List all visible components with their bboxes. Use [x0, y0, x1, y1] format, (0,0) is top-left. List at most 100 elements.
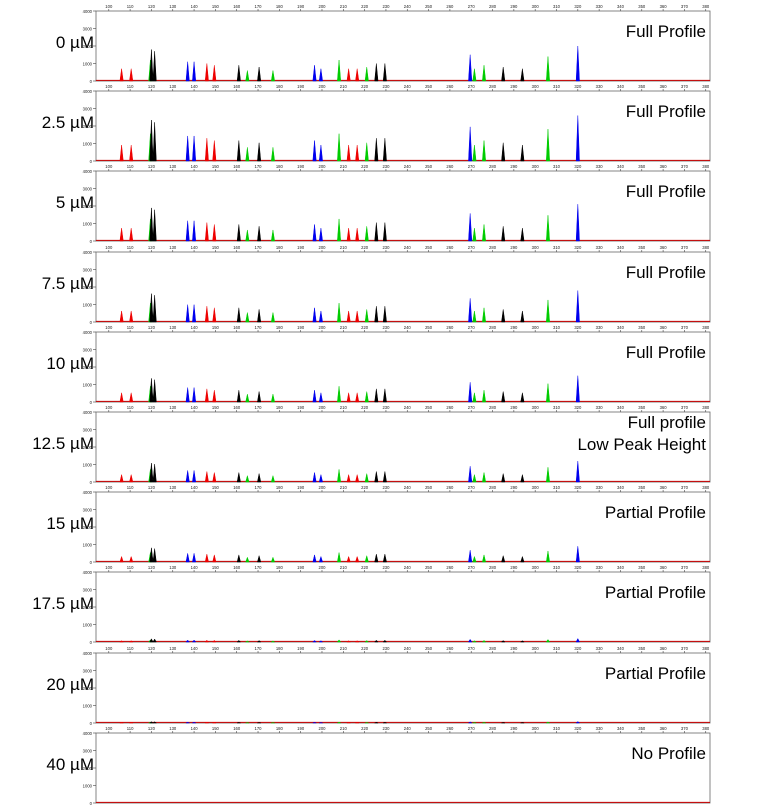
- x-tick-label: 120: [148, 726, 156, 731]
- peak-black: [237, 141, 240, 161]
- x-tick-label: 250: [425, 726, 433, 731]
- x-tick-label: 230: [382, 245, 390, 250]
- peak-green: [546, 129, 549, 161]
- peak-green: [365, 67, 368, 81]
- peak-black: [257, 391, 260, 402]
- x-tick-label: 290: [510, 164, 518, 169]
- concentration-label: 2.5 µM: [0, 113, 94, 133]
- y-tick-label: 2000: [83, 685, 93, 690]
- x-tick-label: 380: [702, 245, 710, 250]
- y-tick-label: 2000: [83, 445, 93, 450]
- x-tick-label: 180: [276, 164, 284, 169]
- peak-green: [271, 476, 274, 482]
- peak-black: [383, 223, 386, 241]
- y-tick-label: 0: [90, 239, 93, 244]
- peak-green: [337, 303, 340, 322]
- x-tick-label: 250: [425, 245, 433, 250]
- peak-black: [383, 554, 386, 562]
- x-tick-label: 110: [127, 84, 134, 89]
- concentration-label: 5 µM: [0, 193, 94, 213]
- plot-frame: [96, 733, 710, 803]
- x-tick-label: 190: [297, 726, 305, 731]
- x-tick-label: 230: [382, 646, 390, 651]
- plot-frame: [96, 572, 710, 642]
- y-tick-label: 1000: [83, 61, 93, 66]
- peak-green: [337, 134, 340, 161]
- x-tick-label: 140: [191, 405, 199, 410]
- peak-green: [482, 641, 485, 643]
- peak-green: [365, 556, 368, 562]
- x-tick-label: 230: [382, 726, 390, 731]
- y-tick-label: 4000: [83, 169, 93, 174]
- peak-blue: [313, 555, 316, 562]
- peak-green: [365, 309, 368, 322]
- x-tick-label: 310: [553, 726, 561, 731]
- x-tick-label: 180: [276, 84, 284, 89]
- x-tick-label: 300: [532, 646, 540, 651]
- x-tick-label: 380: [702, 325, 710, 330]
- x-tick-label: 320: [574, 325, 582, 330]
- concentration-label: 0 µM: [0, 33, 94, 53]
- peak-red: [347, 393, 350, 402]
- peak-black: [153, 549, 156, 562]
- concentration-label: 12.5 µM: [0, 434, 94, 454]
- peak-red: [213, 65, 216, 81]
- x-tick-label: 130: [169, 565, 177, 570]
- x-tick-label: 360: [660, 4, 668, 9]
- y-tick-label: 1000: [83, 382, 93, 387]
- x-tick-label: 110: [127, 485, 134, 490]
- x-tick-label: 230: [382, 4, 390, 9]
- y-tick-label: 2000: [83, 766, 93, 771]
- x-tick-label: 280: [489, 565, 497, 570]
- x-tick-label: 330: [596, 84, 604, 89]
- x-tick-label: 170: [255, 485, 263, 490]
- peak-black: [153, 210, 156, 241]
- x-tick-label: 260: [446, 164, 454, 169]
- x-tick-label: 240: [404, 405, 412, 410]
- x-tick-label: 260: [446, 485, 454, 490]
- concentration-label: 10 µM: [0, 354, 94, 374]
- x-tick-label: 210: [340, 325, 348, 330]
- x-tick-label: 370: [681, 485, 689, 490]
- peak-green: [246, 476, 249, 482]
- x-tick-label: 240: [404, 646, 412, 651]
- x-tick-label: 240: [404, 565, 412, 570]
- x-tick-label: 190: [297, 325, 305, 330]
- x-tick-label: 180: [276, 245, 284, 250]
- peak-green: [365, 474, 368, 482]
- x-tick-label: 250: [425, 325, 433, 330]
- x-tick-label: 120: [148, 164, 156, 169]
- peak-red: [205, 554, 208, 562]
- x-tick-label: 170: [255, 726, 263, 731]
- plot-frame: [96, 492, 710, 562]
- x-tick-label: 140: [191, 84, 199, 89]
- x-tick-label: 380: [702, 485, 710, 490]
- x-tick-label: 240: [404, 245, 412, 250]
- x-tick-label: 230: [382, 565, 390, 570]
- x-tick-label: 120: [148, 485, 156, 490]
- x-tick-label: 160: [233, 565, 241, 570]
- x-tick-label: 160: [233, 646, 241, 651]
- x-tick-label: 230: [382, 164, 390, 169]
- x-tick-label: 270: [468, 245, 476, 250]
- x-tick-label: 290: [510, 565, 518, 570]
- peak-red: [120, 69, 123, 81]
- peak-red: [347, 311, 350, 322]
- x-tick-label: 250: [425, 164, 433, 169]
- x-tick-label: 270: [468, 485, 476, 490]
- x-tick-label: 300: [532, 565, 540, 570]
- x-tick-label: 250: [425, 405, 433, 410]
- y-tick-label: 1000: [83, 302, 93, 307]
- x-tick-label: 190: [297, 485, 305, 490]
- y-tick-label: 3000: [83, 668, 93, 673]
- x-tick-label: 220: [361, 485, 369, 490]
- x-tick-label: 200: [318, 726, 326, 731]
- peak-red: [355, 145, 358, 161]
